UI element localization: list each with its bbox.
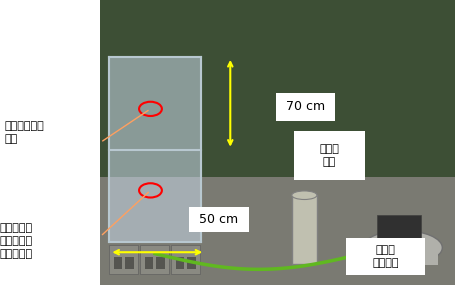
Bar	[345, 238, 425, 275]
Bar	[100, 177, 455, 285]
Bar	[109, 245, 138, 274]
Bar	[140, 245, 169, 274]
Bar	[275, 93, 334, 121]
Ellipse shape	[291, 191, 316, 200]
Bar	[176, 256, 184, 269]
Text: 70 cm: 70 cm	[285, 100, 324, 113]
Bar	[366, 248, 437, 265]
Bar	[189, 207, 248, 232]
Bar	[145, 256, 153, 269]
Text: コンプ
レッサー: コンプ レッサー	[371, 245, 398, 268]
Bar	[100, 0, 455, 285]
Bar	[171, 245, 200, 274]
Text: 燃料タ
ンク: 燃料タ ンク	[319, 144, 339, 167]
Bar	[293, 131, 364, 180]
Ellipse shape	[362, 231, 441, 265]
Text: 50 cm: 50 cm	[199, 213, 238, 226]
Bar	[114, 256, 122, 269]
Text: 電気火花発生
装置: 電気火花発生 装置	[5, 121, 44, 144]
Bar	[125, 256, 133, 269]
Bar	[291, 195, 316, 264]
Bar	[156, 256, 164, 269]
Bar	[109, 57, 200, 242]
Text: ミストを生
成させるた
めのノズル: ミストを生 成させるた めのノズル	[0, 223, 33, 259]
Bar	[187, 256, 195, 269]
Bar	[100, 0, 455, 177]
Bar	[376, 215, 420, 238]
